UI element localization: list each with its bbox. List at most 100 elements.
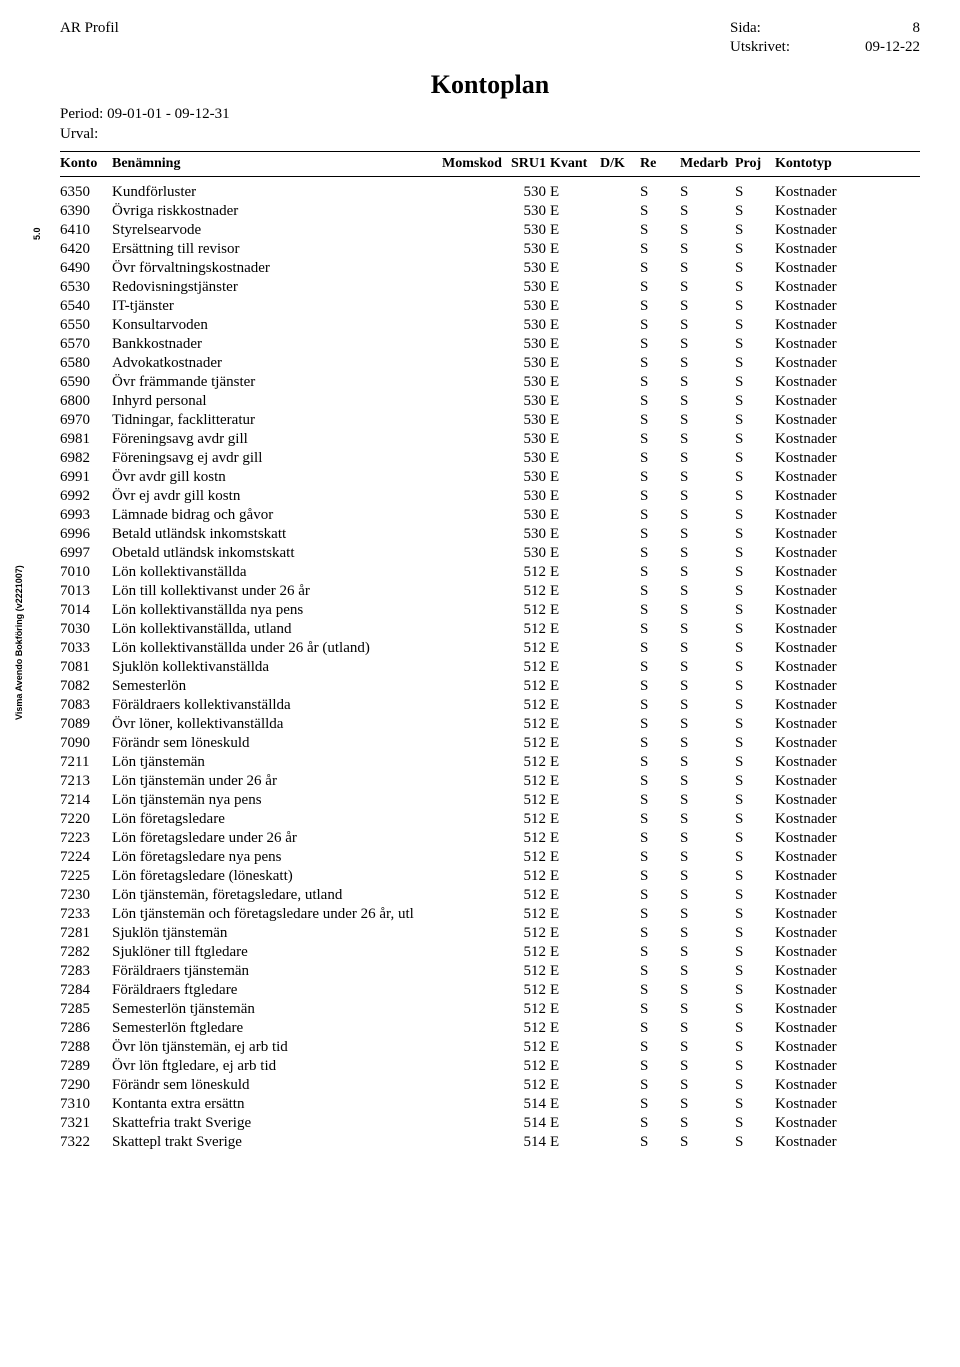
cell-sru: 530: [502, 298, 550, 315]
cell-konto: 7089: [60, 716, 112, 733]
cell-ben: Övr löner, kollektivanställda: [112, 716, 442, 733]
cell-ben: Sjuklön tjänstemän: [112, 925, 442, 942]
header-row-1: AR Profil Sida: 8: [60, 20, 920, 37]
cell-ktyp: Kostnader: [775, 792, 875, 809]
cell-kvant: E: [550, 1077, 600, 1094]
cell-ktyp: Kostnader: [775, 811, 875, 828]
table-row: 7282Sjuklöner till ftgledare512 ESSSKost…: [60, 943, 920, 962]
table-row: 7214Lön tjänstemän nya pens512 ESSSKostn…: [60, 791, 920, 810]
cell-ben: Övr främmande tjänster: [112, 374, 442, 391]
cell-re: S: [640, 336, 680, 353]
cell-proj: S: [735, 583, 775, 600]
cell-medarb: S: [680, 393, 735, 410]
cell-medarb: S: [680, 355, 735, 372]
cell-sru: 530: [502, 450, 550, 467]
cell-medarb: S: [680, 697, 735, 714]
cell-ktyp: Kostnader: [775, 545, 875, 562]
cell-ktyp: Kostnader: [775, 678, 875, 695]
cell-re: S: [640, 887, 680, 904]
cell-proj: S: [735, 203, 775, 220]
cell-konto: 7013: [60, 583, 112, 600]
cell-re: S: [640, 1058, 680, 1075]
page-number: 8: [850, 20, 920, 37]
cell-ben: Föräldraers kollektivanställda: [112, 697, 442, 714]
cell-proj: S: [735, 1077, 775, 1094]
cell-re: S: [640, 640, 680, 657]
cell-medarb: S: [680, 298, 735, 315]
cell-re: S: [640, 298, 680, 315]
cell-re: S: [640, 1001, 680, 1018]
cell-konto: 7285: [60, 1001, 112, 1018]
cell-sru: 512: [502, 887, 550, 904]
cell-proj: S: [735, 982, 775, 999]
cell-sru: 512: [502, 1077, 550, 1094]
cell-proj: S: [735, 621, 775, 638]
cell-sru: 512: [502, 1058, 550, 1075]
cell-konto: 6800: [60, 393, 112, 410]
cell-ben: Lön företagsledare under 26 år: [112, 830, 442, 847]
cell-ben: IT-tjänster: [112, 298, 442, 315]
cell-ben: Kundförluster: [112, 184, 442, 201]
cell-medarb: S: [680, 1096, 735, 1113]
cell-konto: 7289: [60, 1058, 112, 1075]
cell-proj: S: [735, 260, 775, 277]
cell-re: S: [640, 450, 680, 467]
cell-re: S: [640, 659, 680, 676]
table-row: 7223Lön företagsledare under 26 år512 ES…: [60, 829, 920, 848]
cell-sru: 530: [502, 241, 550, 258]
table-row: 7233Lön tjänstemän och företagsledare un…: [60, 905, 920, 924]
cell-konto: 7082: [60, 678, 112, 695]
cell-ktyp: Kostnader: [775, 925, 875, 942]
cell-ktyp: Kostnader: [775, 849, 875, 866]
table-row: 7290Förändr sem löneskuld512 ESSSKostnad…: [60, 1076, 920, 1095]
cell-sru: 512: [502, 754, 550, 771]
cell-konto: 7014: [60, 602, 112, 619]
cell-sru: 512: [502, 621, 550, 638]
cell-ben: Lön företagsledare (löneskatt): [112, 868, 442, 885]
table-row: 6800Inhyrd personal530 ESSSKostnader: [60, 392, 920, 411]
table-row: 6390Övriga riskkostnader530 ESSSKostnade…: [60, 202, 920, 221]
cell-medarb: S: [680, 621, 735, 638]
cell-ktyp: Kostnader: [775, 982, 875, 999]
cell-kvant: E: [550, 849, 600, 866]
cell-konto: 7230: [60, 887, 112, 904]
cell-konto: 7083: [60, 697, 112, 714]
cell-proj: S: [735, 469, 775, 486]
cell-medarb: S: [680, 1020, 735, 1037]
cell-re: S: [640, 393, 680, 410]
cell-re: S: [640, 488, 680, 505]
cell-konto: 7290: [60, 1077, 112, 1094]
table-row: 7030Lön kollektivanställda, utland512 ES…: [60, 620, 920, 639]
cell-medarb: S: [680, 1077, 735, 1094]
cell-sru: 530: [502, 507, 550, 524]
table-row: 7033Lön kollektivanställda under 26 år (…: [60, 639, 920, 658]
cell-kvant: E: [550, 564, 600, 581]
cell-medarb: S: [680, 1001, 735, 1018]
cell-ben: Skattepl trakt Sverige: [112, 1134, 442, 1151]
cell-sru: 514: [502, 1096, 550, 1113]
cell-kvant: E: [550, 1134, 600, 1151]
cell-proj: S: [735, 754, 775, 771]
cell-medarb: S: [680, 260, 735, 277]
cell-kvant: E: [550, 545, 600, 562]
cell-sru: 512: [502, 792, 550, 809]
cell-sru: 530: [502, 412, 550, 429]
cell-medarb: S: [680, 241, 735, 258]
cell-sru: 512: [502, 1020, 550, 1037]
cell-re: S: [640, 507, 680, 524]
col-benamning: Benämning: [112, 156, 442, 172]
table-row: 6350Kundförluster530 ESSSKostnader: [60, 183, 920, 202]
table-row: 7010Lön kollektivanställda512 ESSSKostna…: [60, 563, 920, 582]
cell-ktyp: Kostnader: [775, 944, 875, 961]
cell-ktyp: Kostnader: [775, 887, 875, 904]
cell-ktyp: Kostnader: [775, 450, 875, 467]
cell-kvant: E: [550, 659, 600, 676]
side-version-label: 5.0: [32, 227, 42, 240]
cell-re: S: [640, 184, 680, 201]
cell-ben: Lämnade bidrag och gåvor: [112, 507, 442, 524]
cell-medarb: S: [680, 906, 735, 923]
table-row: 7090Förändr sem löneskuld512 ESSSKostnad…: [60, 734, 920, 753]
cell-re: S: [640, 906, 680, 923]
cell-re: S: [640, 564, 680, 581]
cell-re: S: [640, 697, 680, 714]
